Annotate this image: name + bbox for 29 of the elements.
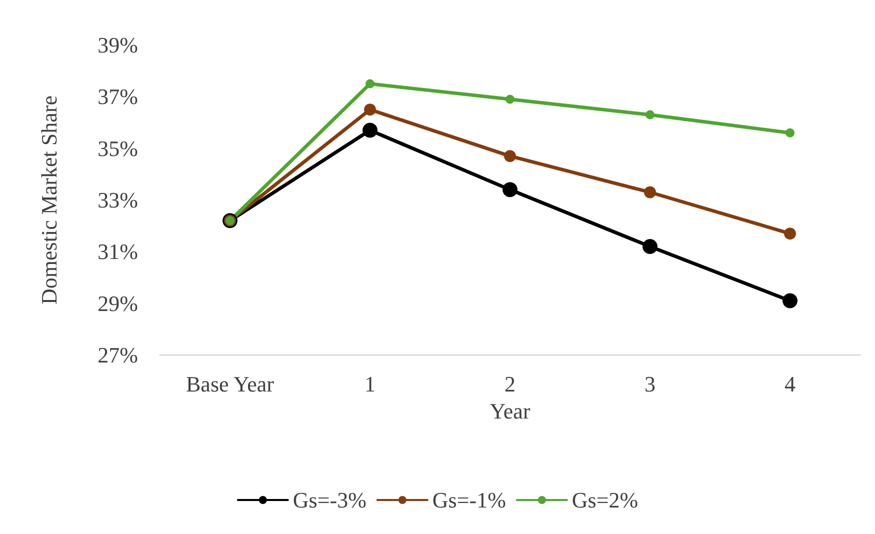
legend-label: Gs=-3% bbox=[292, 488, 366, 512]
y-tick-label: 35% bbox=[98, 136, 138, 161]
point bbox=[364, 104, 376, 116]
y-tick-label: 37% bbox=[98, 84, 138, 110]
point bbox=[502, 182, 518, 198]
y-axis-title: Domestic Market Share bbox=[36, 96, 62, 304]
point bbox=[366, 79, 374, 88]
y-tick-label: 31% bbox=[98, 239, 138, 264]
point bbox=[782, 293, 798, 308]
y-tick-label: 33% bbox=[98, 188, 138, 212]
point bbox=[646, 110, 654, 120]
point bbox=[644, 186, 656, 198]
point bbox=[506, 94, 514, 104]
y-tick-label: 29% bbox=[98, 290, 138, 316]
point bbox=[504, 150, 516, 162]
point bbox=[784, 228, 796, 240]
legend-label: Gs=2% bbox=[572, 488, 638, 512]
y-tick-label: 39% bbox=[98, 32, 138, 58]
x-tick-label: 4 bbox=[784, 372, 796, 396]
legend-label: Gs=-1% bbox=[432, 488, 506, 512]
x-tick-label: 3 bbox=[644, 372, 656, 396]
point bbox=[786, 128, 794, 138]
x-tick-label: 2 bbox=[504, 372, 516, 396]
x-axis-title: Year bbox=[490, 398, 531, 424]
point bbox=[362, 122, 378, 138]
x-tick-label: Base Year bbox=[186, 372, 275, 396]
x-tick-label: 1 bbox=[364, 372, 376, 396]
y-tick-label: 27% bbox=[98, 342, 138, 368]
point bbox=[642, 239, 658, 254]
